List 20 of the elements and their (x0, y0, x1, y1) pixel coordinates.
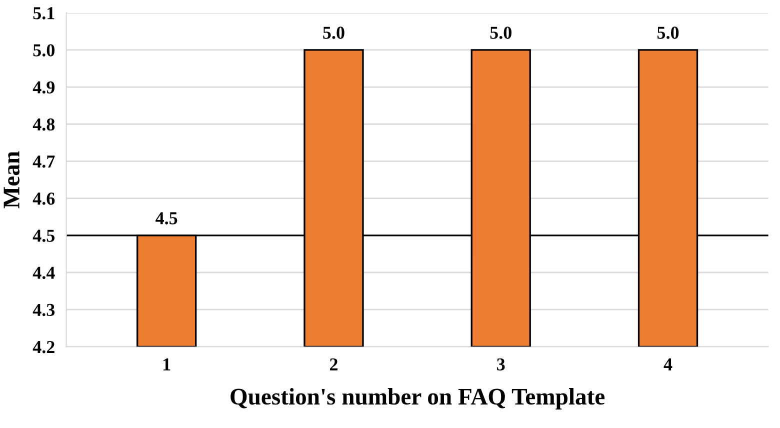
x-tick-label: 4 (664, 358, 672, 370)
y-tick-label: 4.3 (32, 304, 55, 316)
x-tick-label: 1 (164, 358, 170, 370)
y-tick-label: 4.7 (32, 156, 55, 168)
y-tick-label: 4.5 (32, 230, 55, 242)
x-tick-label: 2 (330, 358, 338, 370)
y-tick-label: 5.0 (33, 44, 54, 56)
y-tick-label: 4.2 (32, 340, 54, 354)
x-axis-title: Question's number on FAQ Template (230, 388, 605, 410)
y-tick-label: 4.9 (32, 81, 55, 94)
data-label: 4.5 (156, 212, 178, 224)
data-label: 5.0 (657, 26, 679, 39)
data-label: 5.0 (323, 26, 344, 39)
x-tick-label: 3 (497, 358, 505, 370)
y-tick-label: 4.8 (32, 118, 55, 131)
y-tick-label: 5.1 (33, 7, 54, 20)
y-axis-title: Mean (4, 151, 20, 208)
y-tick-label: 4.6 (32, 192, 55, 205)
data-label: 5.0 (490, 26, 512, 39)
y-tick-label: 4.4 (32, 266, 55, 280)
